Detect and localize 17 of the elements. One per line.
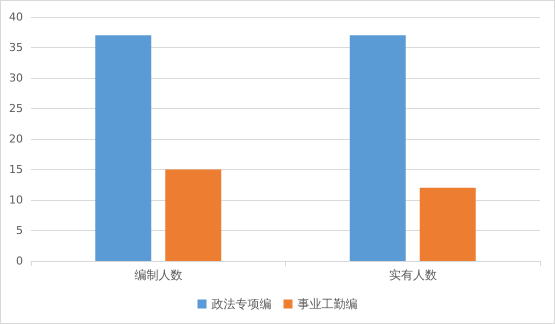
y-tick-label: 40 xyxy=(9,10,23,24)
legend-label: 政法专项编 xyxy=(212,297,272,311)
y-tick-label: 0 xyxy=(16,254,23,268)
bar xyxy=(350,35,406,261)
y-tick-label: 25 xyxy=(9,102,23,115)
y-tick-label: 20 xyxy=(9,132,23,146)
y-tick-label: 5 xyxy=(16,224,23,237)
legend-label: 事业工勤编 xyxy=(298,297,358,311)
y-tick-label: 35 xyxy=(9,41,23,54)
y-tick-label: 15 xyxy=(9,163,23,176)
bar xyxy=(420,188,476,261)
x-tick-label: 编制人数 xyxy=(134,268,182,282)
x-tick-label: 实有人数 xyxy=(388,268,437,282)
y-tick-label: 10 xyxy=(9,194,23,206)
bar xyxy=(95,35,152,261)
bar xyxy=(165,170,222,261)
y-tick-label: 30 xyxy=(9,72,23,84)
